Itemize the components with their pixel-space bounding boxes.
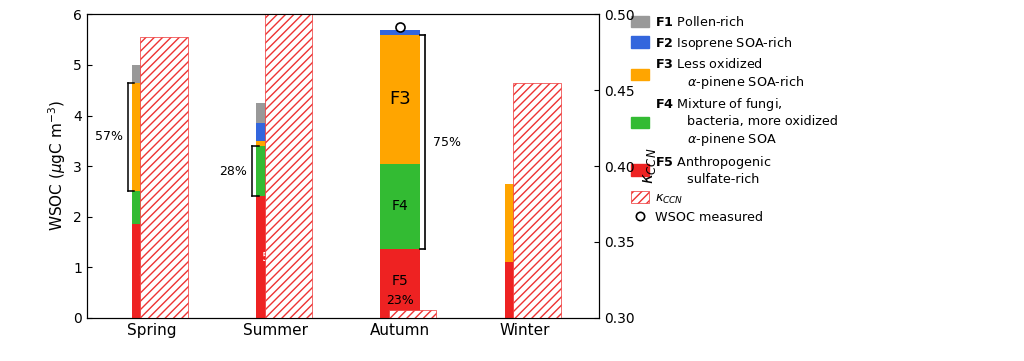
Bar bbox=[132, 65, 172, 83]
Text: 28%: 28% bbox=[219, 165, 248, 178]
Legend: $\mathbf{F1}$ Pollen-rich, $\mathbf{F2}$ Isoprene SOA-rich, $\mathbf{F3}$ Less o: $\mathbf{F1}$ Pollen-rich, $\mathbf{F2}$… bbox=[631, 15, 839, 224]
Bar bbox=[140, 37, 187, 318]
Text: 75%: 75% bbox=[432, 135, 461, 149]
Text: F4: F4 bbox=[392, 200, 409, 213]
Bar bbox=[132, 191, 172, 224]
Bar bbox=[256, 123, 296, 141]
Text: 57%: 57% bbox=[95, 130, 123, 144]
Bar bbox=[505, 262, 545, 318]
Bar bbox=[380, 35, 420, 164]
Bar bbox=[505, 184, 545, 262]
Bar bbox=[132, 83, 172, 191]
Text: F5: F5 bbox=[392, 274, 409, 288]
Bar bbox=[380, 164, 420, 249]
Bar bbox=[256, 141, 296, 146]
Bar bbox=[256, 146, 296, 196]
Y-axis label: WSOC ($\mu$gC m$^{-3}$): WSOC ($\mu$gC m$^{-3}$) bbox=[46, 101, 68, 231]
Text: F3: F3 bbox=[389, 90, 411, 108]
Bar bbox=[132, 224, 172, 318]
Bar bbox=[380, 249, 420, 318]
Bar bbox=[256, 196, 296, 318]
Bar bbox=[265, 0, 312, 318]
Text: 23%: 23% bbox=[386, 293, 414, 306]
Bar bbox=[256, 103, 296, 123]
Bar bbox=[513, 83, 560, 318]
Text: 37%: 37% bbox=[137, 266, 166, 279]
Text: 57%: 57% bbox=[262, 251, 290, 264]
Y-axis label: $\kappa_{CCN}$: $\kappa_{CCN}$ bbox=[640, 148, 658, 184]
Bar bbox=[380, 30, 420, 35]
Bar bbox=[389, 310, 436, 318]
